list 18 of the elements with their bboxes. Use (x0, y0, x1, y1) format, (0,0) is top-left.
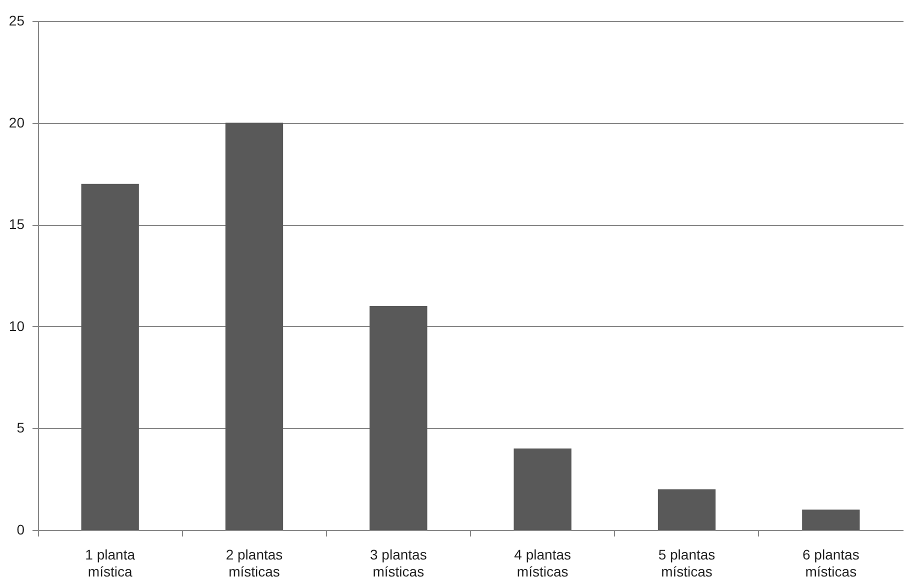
y-tick-label: 15 (8, 216, 25, 232)
bar (802, 510, 860, 530)
bar (514, 448, 572, 530)
x-tick-label: 4 plantas místicas (514, 546, 571, 580)
x-tick-label: 3 plantas místicas (370, 546, 427, 580)
bar (658, 489, 716, 530)
bar (81, 184, 139, 530)
y-tick-label: 25 (8, 12, 25, 28)
x-tick-label: 1 planta mística (85, 546, 136, 580)
y-tick-label: 10 (8, 318, 25, 334)
x-tick-label: 6 plantas místicas (802, 546, 860, 580)
bar (225, 122, 284, 530)
y-tick-label: 0 (16, 522, 25, 538)
bar (370, 306, 428, 530)
x-tick-label: 2 plantas místicas (226, 546, 283, 580)
y-tick-label: 5 (16, 420, 25, 436)
x-tick-label: 5 plantas místicas (658, 546, 716, 580)
y-tick-label: 20 (8, 114, 25, 130)
